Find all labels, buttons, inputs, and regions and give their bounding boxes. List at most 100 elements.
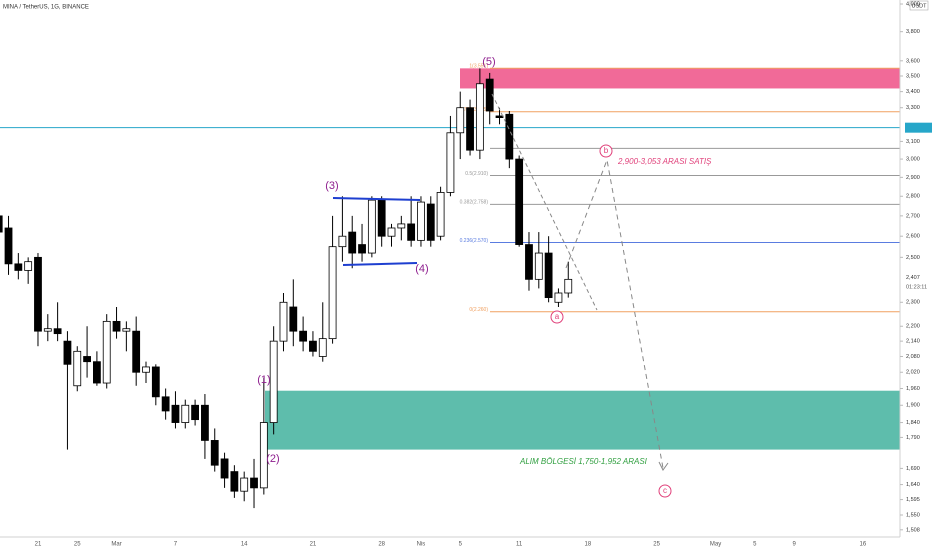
candle-body [93, 361, 101, 384]
candle-body [446, 132, 455, 193]
candle-body [367, 199, 376, 254]
x-tick-label: 18 [585, 542, 592, 548]
countdown: 01:23:11 [906, 284, 927, 290]
price-line-marker [905, 122, 932, 133]
fib-label: 0.5(2.910) [465, 171, 488, 177]
triangle-line [332, 197, 421, 201]
candle-body [63, 340, 72, 365]
buy-note: ALIM BÖLGESİ 1,750-1,952 ARASI [519, 457, 648, 466]
candle-body [397, 223, 406, 229]
candle-body [4, 227, 13, 265]
currency: USDT [912, 3, 928, 9]
abc-circle [658, 484, 672, 498]
candle-body [564, 278, 573, 294]
zone [265, 390, 900, 450]
abc-label: a [555, 312, 560, 321]
triangle-line [342, 262, 418, 266]
fib-label: 0.382(2.758) [460, 200, 489, 206]
candle-body [250, 477, 258, 489]
candle-body [426, 203, 435, 241]
y-tick-label: 2,600 [906, 234, 920, 240]
zone [460, 68, 900, 89]
x-tick-label: 5 [459, 542, 463, 548]
x-tick-label: 14 [241, 542, 248, 548]
wave-label: (1) [257, 374, 270, 386]
x-tick-label: 7 [174, 542, 178, 548]
y-tick-label: 3,600 [906, 58, 920, 64]
y-tick-label: 2,140 [906, 339, 920, 345]
candle-body [230, 471, 239, 492]
wave-label: (5) [482, 56, 495, 68]
candle-body [279, 301, 288, 342]
candle-body [151, 366, 160, 398]
y-tick-label: 2,700 [906, 213, 920, 219]
candle-body [485, 78, 494, 112]
y-tick-label: 2,900 [906, 175, 920, 181]
candle-body [466, 107, 474, 151]
currency-box [909, 0, 929, 11]
candle-body [309, 340, 317, 352]
x-tick-label: 5 [753, 542, 757, 548]
candle-body [525, 244, 533, 280]
candle-body [417, 201, 425, 241]
x-tick-label: 11 [516, 542, 523, 548]
y-tick-label: 2,500 [906, 255, 920, 261]
candle-body [515, 158, 524, 245]
candle-body [338, 235, 347, 248]
candle-body [318, 338, 327, 357]
candle-body [377, 199, 386, 237]
candle-body [0, 215, 3, 233]
abc-circle [599, 144, 613, 158]
candle-body [43, 328, 52, 332]
fib-label: 1(3.551) [469, 64, 488, 70]
candle-body [53, 328, 62, 335]
candle-body [544, 252, 553, 299]
y-tick-label: 4,000 [906, 1, 920, 7]
last-price: 2,407 [906, 275, 920, 281]
y-tick-label: 3,000 [906, 157, 920, 163]
wave-label: (3) [325, 180, 338, 192]
candle-body [436, 192, 445, 237]
candle-body [259, 422, 268, 489]
x-tick-label: 21 [310, 542, 317, 548]
candle-body [289, 306, 298, 332]
y-tick-label: 1,900 [906, 403, 920, 409]
candle-body [358, 244, 366, 254]
wave-label: (4) [415, 263, 428, 275]
arrow-head [658, 461, 669, 471]
y-tick-label: 3,100 [906, 139, 920, 145]
candle-body [34, 256, 42, 332]
candle-body [102, 320, 111, 384]
candle-body [210, 440, 219, 466]
candle-body [24, 261, 33, 271]
candle-body [269, 340, 278, 423]
candle-body [122, 328, 131, 332]
candle-body [161, 396, 170, 412]
candle-body [299, 330, 308, 342]
y-tick-label: 3,400 [906, 89, 920, 95]
candle-body [456, 107, 465, 134]
x-tick-label: May [710, 542, 721, 548]
candle-body [387, 227, 396, 237]
abc-circle [550, 310, 564, 324]
candle-body [112, 320, 121, 332]
y-tick-label: 2,020 [906, 370, 920, 376]
fib-label: 0.786(3.275) [460, 107, 489, 113]
candle-body [73, 350, 82, 387]
x-tick-label: 28 [378, 542, 385, 548]
candle-body [220, 458, 229, 479]
candle-body [201, 404, 209, 441]
abc-label: c [663, 486, 667, 495]
candle-body [171, 404, 180, 423]
y-tick-label: 1,508 [906, 527, 920, 533]
y-tick-label: 1,690 [906, 466, 920, 472]
y-tick-label: 1,550 [906, 512, 920, 518]
candle-body [534, 252, 543, 280]
x-tick-label: 16 [860, 542, 867, 548]
candle-body [495, 115, 504, 119]
y-tick-label: 1,790 [906, 435, 920, 441]
x-tick-label: 9 [792, 542, 796, 548]
candle-body [554, 292, 563, 303]
candle-body [328, 246, 337, 340]
projection-line [491, 93, 598, 311]
